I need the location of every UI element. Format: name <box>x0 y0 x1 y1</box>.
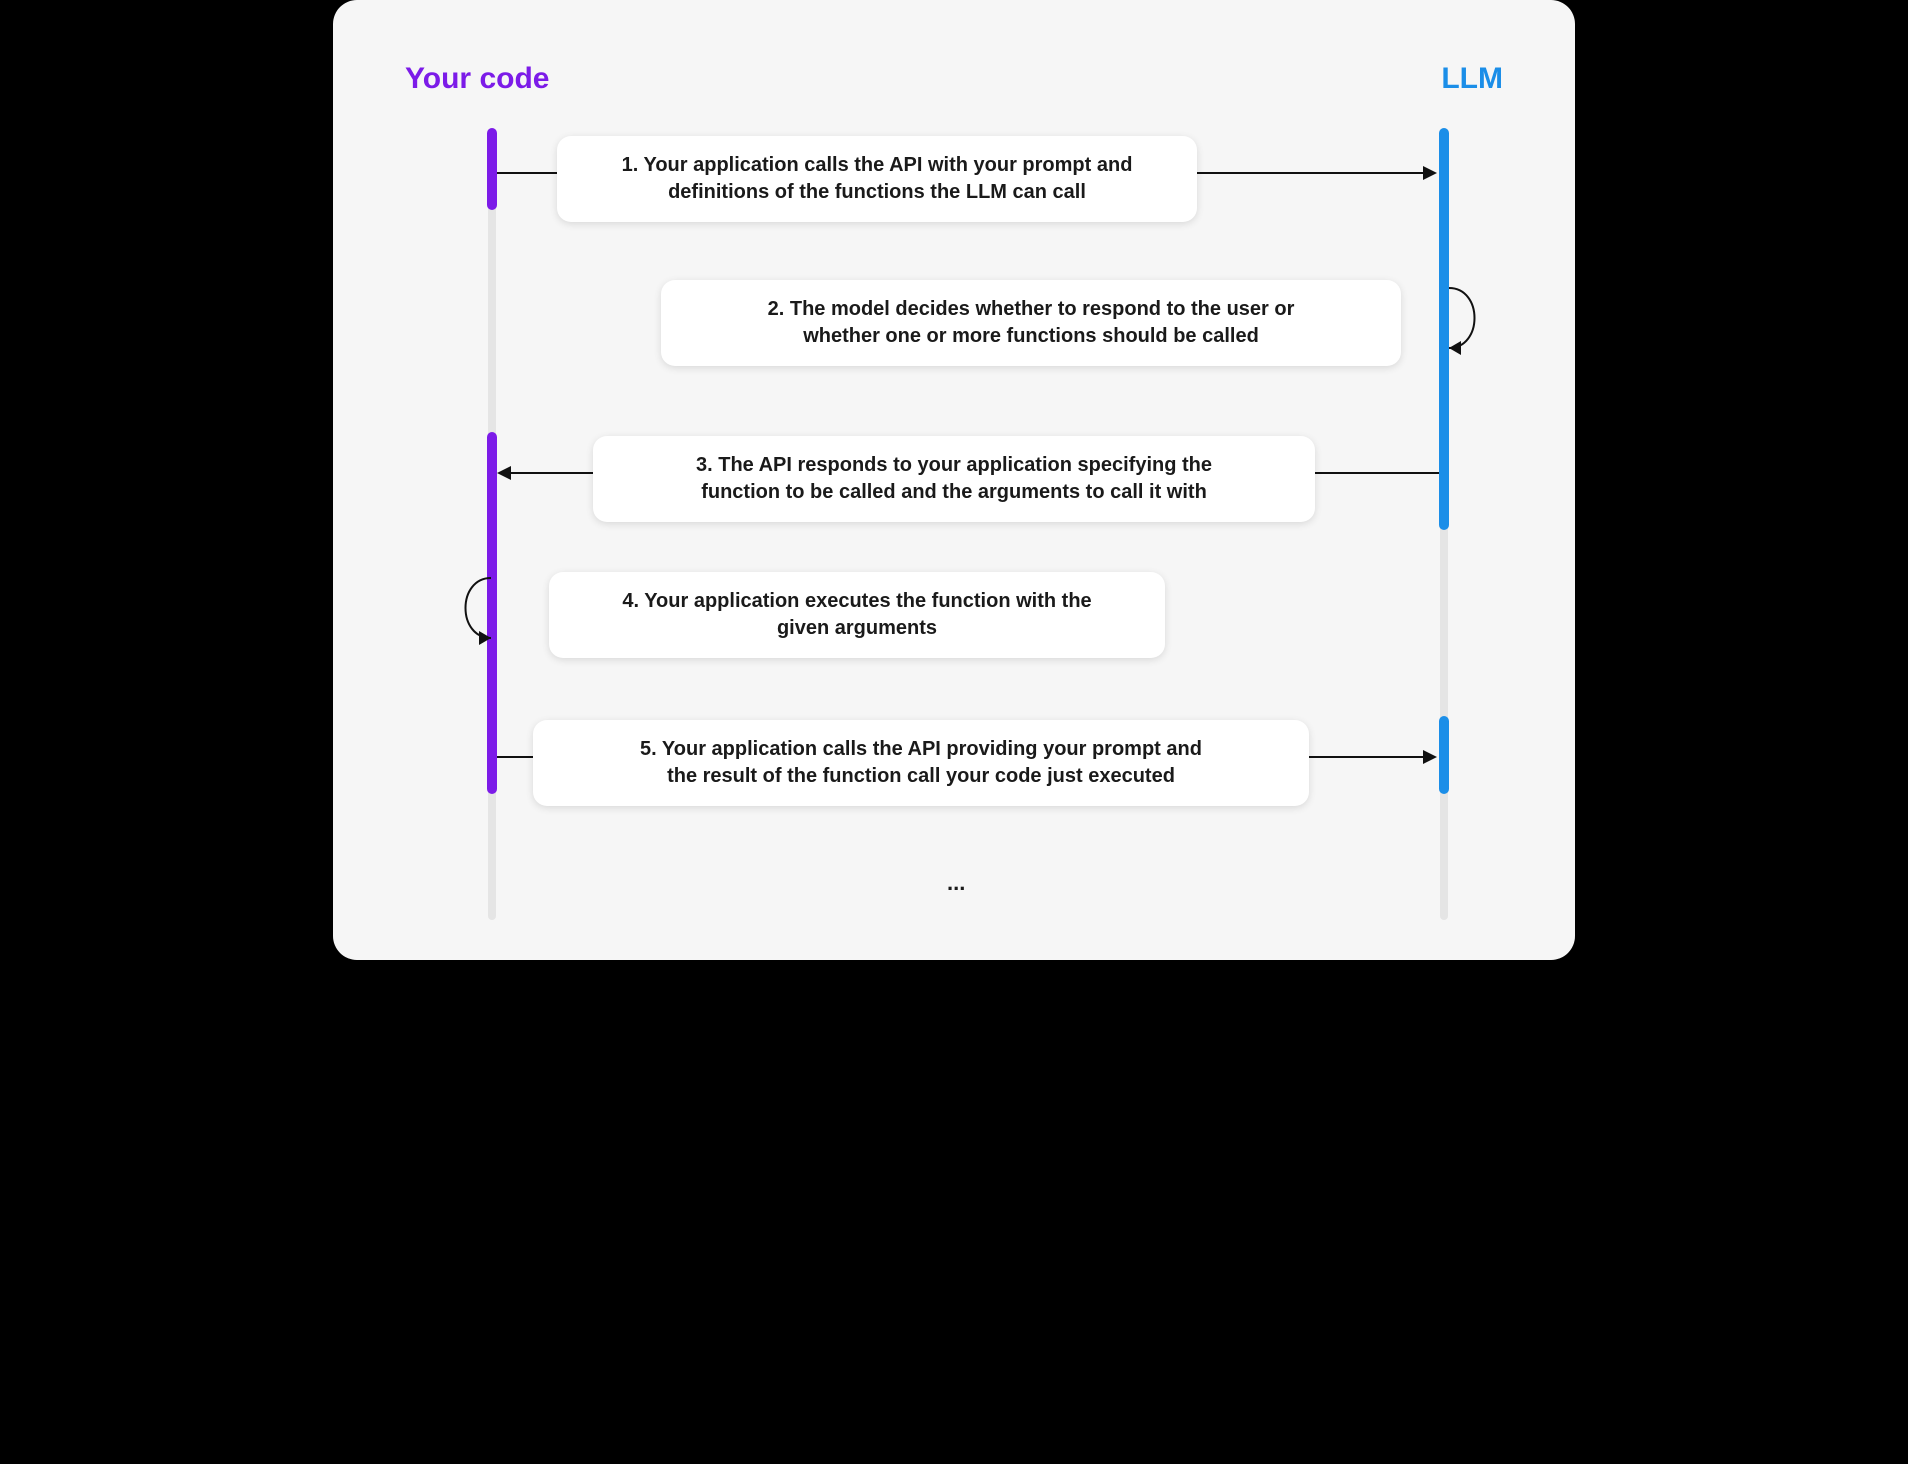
step2-box: 2. The model decides whether to respond … <box>661 280 1401 366</box>
step2-line2: whether one or more functions should be … <box>689 323 1373 350</box>
step3-line2: function to be called and the arguments … <box>621 479 1287 506</box>
step3-line1: 3. The API responds to your application … <box>621 452 1287 479</box>
actor-left-label: Your code <box>405 62 549 96</box>
step1-box: 1. Your application calls the API with y… <box>557 136 1197 222</box>
self-loop-step4 <box>449 570 539 648</box>
self-loop-step2 <box>1401 280 1491 358</box>
step4-line2: given arguments <box>577 615 1137 642</box>
step1-line2: definitions of the functions the LLM can… <box>585 179 1169 206</box>
step2-line1: 2. The model decides whether to respond … <box>689 296 1373 323</box>
arrow-step3-left <box>511 472 593 474</box>
step5-line1: 5. Your application calls the API provid… <box>561 736 1281 763</box>
activation-right-step5 <box>1439 716 1449 794</box>
sequence-diagram: Your code LLM 1. Your application calls … <box>333 0 1575 960</box>
arrow-step1-left <box>497 172 557 174</box>
arrow-step3-right <box>1315 472 1439 474</box>
step5-line2: the result of the function call your cod… <box>561 763 1281 790</box>
ellipsis: ... <box>947 870 965 896</box>
arrowhead-step5 <box>1423 750 1437 764</box>
step4-line1: 4. Your application executes the functio… <box>577 588 1137 615</box>
arrow-step1-right <box>1197 172 1423 174</box>
step1-line1: 1. Your application calls the API with y… <box>585 152 1169 179</box>
actor-right-label: LLM <box>1441 62 1503 96</box>
activation-left-step1 <box>487 128 497 210</box>
arrow-step5-left <box>497 756 533 758</box>
arrowhead-step3 <box>497 466 511 480</box>
step3-box: 3. The API responds to your application … <box>593 436 1315 522</box>
step4-box: 4. Your application executes the functio… <box>549 572 1165 658</box>
arrow-step5-right <box>1309 756 1423 758</box>
arrowhead-step1 <box>1423 166 1437 180</box>
step5-box: 5. Your application calls the API provid… <box>533 720 1309 806</box>
